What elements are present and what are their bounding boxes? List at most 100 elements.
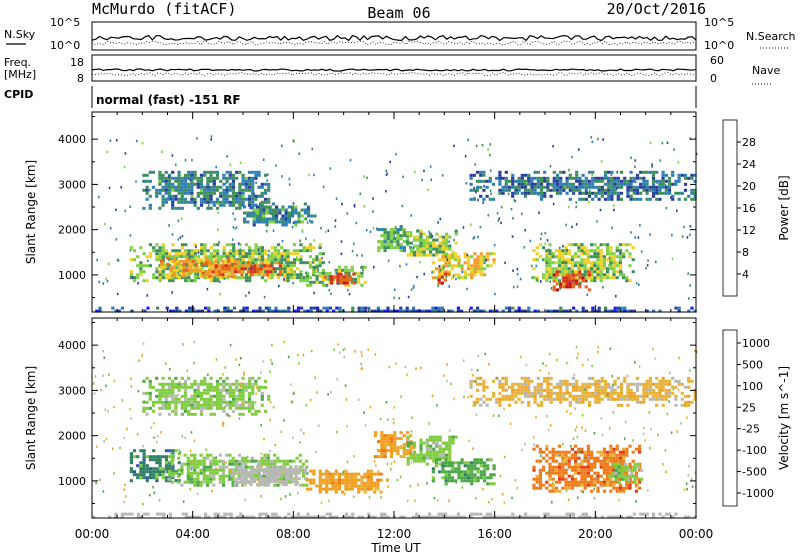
- range-cell: [476, 171, 479, 174]
- range-cell: [486, 467, 489, 470]
- range-cell: [159, 470, 162, 473]
- range-cell: [194, 413, 197, 416]
- range-cell: [493, 261, 496, 264]
- range-cell: [572, 383, 575, 386]
- range-cell: [571, 261, 574, 264]
- range-cell: [606, 246, 609, 249]
- range-cell: [473, 270, 476, 273]
- scatter-point: [172, 154, 174, 157]
- range-cell: [640, 478, 643, 481]
- range-cell: [580, 261, 583, 264]
- scatter-point: [363, 175, 365, 178]
- range-cell: [410, 254, 413, 257]
- range-cell: [296, 273, 299, 276]
- scatter-point: [592, 141, 594, 144]
- range-cell: [578, 276, 581, 279]
- range-cell: [505, 183, 508, 186]
- range-cell: [162, 249, 165, 252]
- range-cell: [155, 252, 158, 255]
- range-cell: [540, 186, 543, 189]
- range-cell: [187, 466, 190, 469]
- range-cell: [587, 252, 590, 255]
- range-cell: [483, 473, 486, 476]
- scatter-point: [280, 218, 282, 221]
- range-cell: [617, 392, 620, 395]
- range-cell: [264, 183, 267, 186]
- scatter-point: [347, 289, 349, 292]
- range-cell: [620, 183, 623, 186]
- range-cell: [190, 404, 193, 407]
- range-cell: [594, 380, 597, 383]
- range-cell: [340, 279, 343, 282]
- range-cell: [302, 484, 305, 487]
- range-cell: [190, 478, 193, 481]
- range-cell: [254, 380, 257, 383]
- range-cell: [184, 243, 187, 246]
- range-cell: [221, 267, 224, 270]
- range-cell: [306, 275, 309, 278]
- scatter-point: [417, 229, 419, 232]
- range-cell: [139, 246, 142, 249]
- scatter-point: [568, 206, 570, 209]
- range-cell: [156, 513, 159, 516]
- range-cell: [588, 377, 591, 380]
- range-cell: [486, 404, 489, 407]
- range-cell: [622, 255, 625, 258]
- range-cell: [591, 395, 594, 398]
- range-cell: [649, 186, 652, 189]
- range-cell: [162, 252, 165, 255]
- range-cell: [451, 467, 454, 470]
- range-cell: [585, 392, 588, 395]
- range-cell: [219, 204, 222, 207]
- range-cell: [552, 460, 555, 463]
- range-cell: [479, 186, 482, 189]
- range-cell: [245, 183, 248, 186]
- range-cell: [600, 249, 603, 252]
- range-cell: [242, 189, 245, 192]
- range-cell: [232, 204, 235, 207]
- range-cell: [303, 261, 306, 264]
- range-cell: [609, 466, 612, 469]
- range-cell: [174, 401, 177, 404]
- range-cell: [461, 264, 464, 267]
- range-cell: [665, 180, 668, 183]
- range-cell: [470, 476, 473, 479]
- range-cell: [309, 284, 312, 287]
- range-cell: [193, 466, 196, 469]
- scatter-point: [180, 236, 182, 239]
- range-cell: [505, 177, 508, 180]
- range-cell: [269, 264, 272, 267]
- range-cell: [261, 249, 264, 252]
- range-cell: [606, 276, 609, 279]
- range-cell: [193, 463, 196, 466]
- range-cell: [681, 398, 684, 401]
- range-cell: [518, 392, 521, 395]
- range-cell: [210, 377, 213, 380]
- range-cell: [662, 183, 665, 186]
- range-cell: [261, 255, 264, 258]
- range-cell: [238, 171, 241, 174]
- range-cell: [298, 477, 301, 480]
- range-cell: [181, 383, 184, 386]
- scatter-point: [207, 288, 209, 291]
- range-cell: [467, 261, 470, 264]
- scatter-point: [445, 255, 447, 257]
- range-cell: [232, 183, 235, 186]
- range-cell: [155, 243, 158, 246]
- range-cell: [628, 264, 631, 267]
- range-cell: [174, 398, 177, 401]
- scatter-region: [306, 470, 389, 494]
- range-cell: [642, 389, 645, 392]
- range-cell: [152, 246, 155, 249]
- scatter-point: [490, 143, 492, 146]
- range-cell: [271, 261, 274, 264]
- range-cell: [612, 261, 615, 264]
- range-cell: [655, 189, 658, 192]
- range-cell: [240, 273, 243, 276]
- range-cell: [511, 386, 514, 389]
- range-cell: [190, 454, 193, 457]
- range-cell: [181, 201, 184, 204]
- range-cell: [556, 270, 559, 273]
- scatter-point: [399, 265, 401, 268]
- range-cell: [575, 395, 578, 398]
